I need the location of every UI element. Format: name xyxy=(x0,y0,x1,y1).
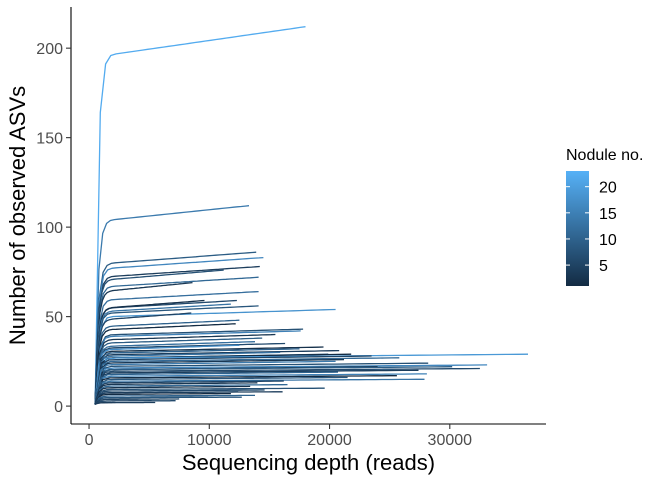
rarefaction-curve xyxy=(94,376,348,405)
rarefaction-curve xyxy=(94,290,259,405)
legend-tick-label: 10 xyxy=(599,232,617,249)
rarefaction-curve xyxy=(94,344,240,405)
rarefaction-curve xyxy=(94,355,372,405)
legend-colorbar xyxy=(566,171,589,286)
rarefaction-curve xyxy=(94,364,488,405)
legend-title: Nodule no. xyxy=(566,147,643,164)
rarefaction-curve xyxy=(94,400,176,405)
rarefaction-curve xyxy=(94,362,429,405)
rarefaction-curve xyxy=(94,349,340,405)
rarefaction-curve xyxy=(94,382,258,405)
rarefaction-curve xyxy=(94,380,284,405)
rarefaction-curve xyxy=(94,305,259,405)
rarefaction-curve xyxy=(94,357,400,405)
x-axis-ticks: 0 10000 20000 30000 xyxy=(85,424,473,449)
rarefaction-curve xyxy=(94,367,480,405)
rarefaction-curve xyxy=(94,375,397,405)
rarefaction-curve xyxy=(94,337,263,405)
x-tick-label: 10000 xyxy=(187,432,232,449)
rarefaction-curve xyxy=(94,401,156,405)
rarefaction-curve xyxy=(94,394,255,405)
rarefaction-curve xyxy=(94,281,193,405)
rarefaction-curve xyxy=(94,351,281,405)
rarefaction-curve xyxy=(94,330,301,405)
y-tick-label: 100 xyxy=(36,220,63,237)
rarefaction-curve xyxy=(94,308,336,405)
rarefaction-curve xyxy=(94,312,192,405)
legend-tick-label: 20 xyxy=(599,180,617,197)
rarefaction-curve xyxy=(94,333,276,405)
rarefaction-curve xyxy=(94,341,256,405)
rarefaction-curve xyxy=(94,369,419,405)
rarefaction-curve xyxy=(94,387,325,405)
rarefaction-curve xyxy=(94,276,259,405)
rarefaction-curve xyxy=(94,303,231,405)
y-axis-title: Number of observed ASVs xyxy=(5,86,30,345)
rarefaction-curve xyxy=(94,353,529,405)
x-tick-label: 30000 xyxy=(428,432,473,449)
y-tick-label: 150 xyxy=(36,131,63,148)
rarefaction-curve xyxy=(94,398,180,405)
colorbar-legend: Nodule no. 5 10 15 20 xyxy=(566,147,643,286)
rarefaction-curve xyxy=(94,328,304,405)
rarefaction-curve xyxy=(94,366,453,405)
x-tick-label: 0 xyxy=(85,432,94,449)
y-tick-label: 50 xyxy=(45,310,63,327)
rarefaction-curve xyxy=(94,299,205,405)
y-axis-ticks: 0 50 100 150 200 xyxy=(36,41,71,416)
rarefaction-curve xyxy=(94,358,345,405)
rarefaction-curve xyxy=(94,269,224,405)
rarefaction-curve xyxy=(94,26,306,405)
rarefaction-curve xyxy=(94,323,236,405)
rarefaction-curve xyxy=(94,342,286,405)
rarefaction-curve xyxy=(94,392,231,405)
rarefaction-curve xyxy=(94,385,251,405)
rarefaction-curve xyxy=(94,371,339,405)
rarefaction-curve xyxy=(94,348,300,405)
legend-ticks: 5 10 15 20 xyxy=(566,180,617,275)
rarefaction-curve xyxy=(94,265,260,405)
curves-layer xyxy=(94,26,529,405)
rarefaction-curve xyxy=(94,389,265,405)
x-tick-label: 20000 xyxy=(307,432,352,449)
rarefaction-curve xyxy=(94,256,264,405)
rarefaction-curve xyxy=(94,205,250,405)
rarefaction-curve xyxy=(94,373,427,405)
rarefaction-curve xyxy=(94,360,336,405)
rarefaction-curve xyxy=(94,383,288,405)
rarefaction-curve xyxy=(94,378,425,405)
rarefaction-curve xyxy=(94,251,257,405)
y-tick-label: 0 xyxy=(54,399,63,416)
legend-tick-label: 15 xyxy=(599,206,617,223)
x-axis-title: Sequencing depth (reads) xyxy=(182,450,435,475)
y-tick-label: 200 xyxy=(36,41,63,58)
rarefaction-curve xyxy=(94,319,240,405)
rarefaction-curve xyxy=(94,391,283,405)
legend-tick-label: 5 xyxy=(599,258,608,275)
rarefaction-curve xyxy=(94,346,324,405)
rarefaction-curve xyxy=(94,396,242,405)
